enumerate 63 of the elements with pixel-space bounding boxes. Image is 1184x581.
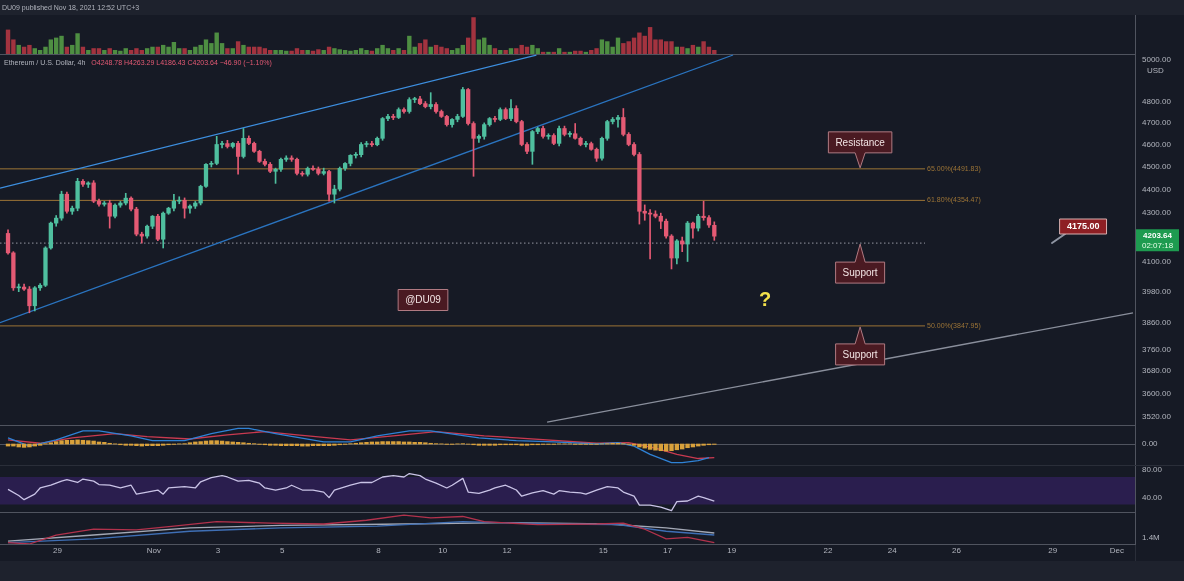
y-tick-label: 80.00 — [1142, 465, 1163, 475]
bar — [305, 50, 310, 54]
text: 4203.64 — [1143, 231, 1173, 241]
bar — [476, 39, 482, 54]
annotation: 4175.00 — [1066, 221, 1100, 232]
y-tick-label: 3600.00 — [1142, 388, 1172, 398]
bar — [562, 51, 567, 54]
y-tick-label: 4600.00 — [1142, 139, 1172, 149]
annotation: Support — [842, 266, 878, 278]
bar — [235, 41, 241, 54]
y-tick-label: 40.00 — [1142, 492, 1163, 502]
text: 1.4M — [1142, 533, 1161, 543]
bar — [102, 50, 107, 54]
x-tick-label: Nov — [146, 546, 161, 555]
annotation: @DU09 — [405, 293, 442, 305]
y-tick-label: 3520.00 — [1142, 411, 1172, 421]
y-axis-title: USD — [1147, 66, 1165, 76]
y-tick-label: 3980.00 — [1142, 286, 1172, 296]
bar — [107, 48, 112, 54]
x-tick-label: 26 — [951, 546, 962, 555]
annotation: ? — [758, 287, 772, 310]
bar — [492, 48, 498, 54]
text: 02:07:18 — [1141, 241, 1174, 251]
bar — [503, 50, 508, 54]
x-tick-label: 29 — [1048, 546, 1058, 555]
x-tick-label: 29 — [53, 546, 63, 555]
x-tick-label: 5 — [280, 546, 286, 555]
x-tick-label: 22 — [823, 546, 833, 555]
bar — [396, 48, 401, 54]
x-tick-label: 15 — [598, 546, 609, 555]
x-tick-label: 12 — [502, 546, 512, 555]
y-tick-label: 3680.00 — [1142, 366, 1172, 376]
bar — [556, 48, 562, 54]
x-tick-label: 24 — [887, 546, 898, 555]
x-tick-label: 3 — [215, 546, 221, 555]
y-tick-label: 4800.00 — [1142, 96, 1172, 106]
y-tick-label: 4300.00 — [1142, 208, 1172, 218]
text: 0.00 — [1142, 439, 1159, 449]
bar — [599, 39, 605, 54]
x-tick-label: 17 — [663, 546, 673, 555]
x-tick-label: Dec — [1109, 546, 1125, 555]
y-tick-label: 4100.00 — [1142, 256, 1172, 266]
x-tick-label: 19 — [727, 546, 737, 555]
y-tick-label: 4500.00 — [1142, 162, 1172, 172]
bar — [546, 51, 551, 54]
bar — [182, 48, 187, 54]
x-tick-label: 10 — [438, 546, 448, 555]
y-tick-label: 5000.00 — [1142, 55, 1172, 65]
bar — [685, 48, 690, 54]
bar — [16, 44, 21, 54]
annotation: Resistance — [835, 136, 886, 148]
y-tick-label: 3760.00 — [1142, 344, 1172, 354]
y-tick-label: 3860.00 — [1142, 317, 1172, 327]
x-tick-label: 8 — [376, 546, 382, 555]
candlestick — [428, 92, 433, 110]
bar — [241, 44, 246, 54]
annotation: Support — [842, 348, 878, 360]
bar — [508, 48, 514, 54]
y-tick-label: 4700.00 — [1142, 118, 1172, 128]
y-tick-label: 4400.00 — [1142, 185, 1172, 195]
bar — [230, 48, 235, 54]
bar — [690, 44, 696, 54]
bar — [225, 48, 230, 54]
